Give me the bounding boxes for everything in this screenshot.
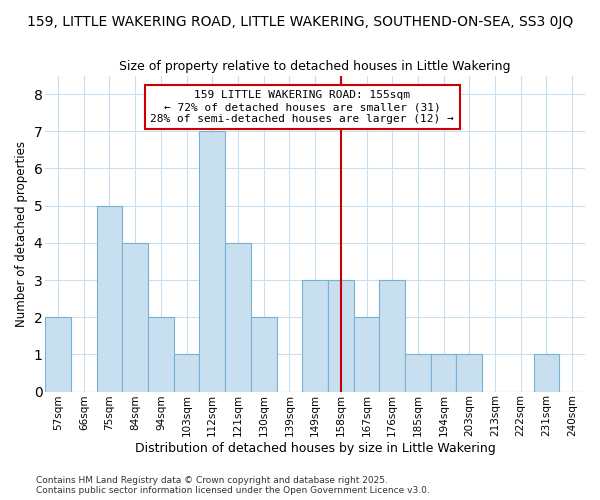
Bar bbox=[199, 132, 225, 392]
Text: 159, LITTLE WAKERING ROAD, LITTLE WAKERING, SOUTHEND-ON-SEA, SS3 0JQ: 159, LITTLE WAKERING ROAD, LITTLE WAKERI… bbox=[27, 15, 573, 29]
Text: 159 LITTLE WAKERING ROAD: 155sqm
← 72% of detached houses are smaller (31)
28% o: 159 LITTLE WAKERING ROAD: 155sqm ← 72% o… bbox=[151, 90, 454, 124]
Y-axis label: Number of detached properties: Number of detached properties bbox=[15, 140, 28, 326]
Bar bbox=[353, 317, 379, 392]
Bar bbox=[328, 280, 353, 392]
Bar bbox=[45, 317, 71, 392]
Bar bbox=[302, 280, 328, 392]
Bar bbox=[379, 280, 405, 392]
Bar bbox=[122, 243, 148, 392]
Bar bbox=[533, 354, 559, 392]
Bar bbox=[97, 206, 122, 392]
Bar bbox=[431, 354, 457, 392]
Bar bbox=[405, 354, 431, 392]
Text: Contains HM Land Registry data © Crown copyright and database right 2025.
Contai: Contains HM Land Registry data © Crown c… bbox=[36, 476, 430, 495]
Bar bbox=[251, 317, 277, 392]
X-axis label: Distribution of detached houses by size in Little Wakering: Distribution of detached houses by size … bbox=[135, 442, 496, 455]
Title: Size of property relative to detached houses in Little Wakering: Size of property relative to detached ho… bbox=[119, 60, 511, 73]
Bar bbox=[148, 317, 174, 392]
Bar bbox=[225, 243, 251, 392]
Bar bbox=[174, 354, 199, 392]
Bar bbox=[457, 354, 482, 392]
